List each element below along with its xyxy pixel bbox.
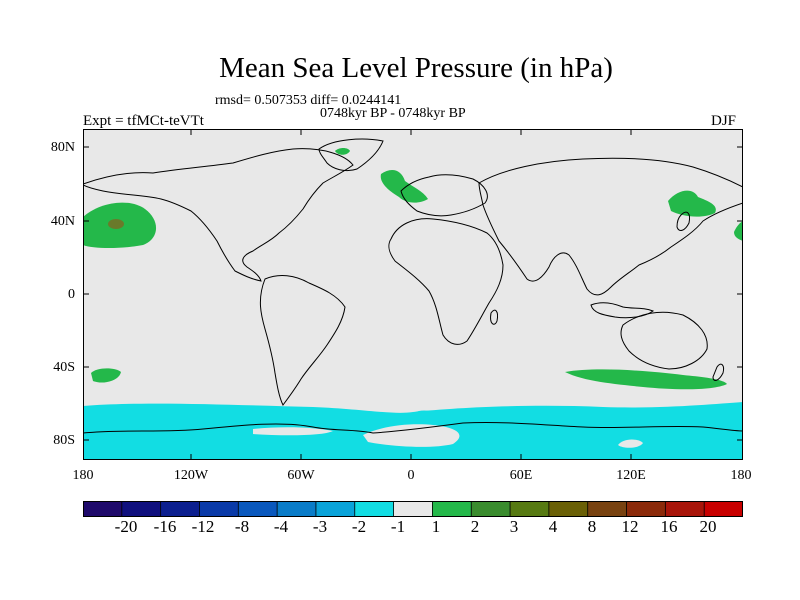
period-text: 0748kyr BP - 0748kyr BP [320,106,466,121]
colorbar-cell [626,501,667,517]
positive-anomaly-south-pacific [91,368,121,383]
colorbar-cell [509,501,550,517]
colorbar-label: 4 [548,517,558,536]
colorbar-cell [664,501,705,517]
greenland-outline [318,138,384,172]
neutral-patch-antarctic [618,439,643,448]
chart-title: Mean Sea Level Pressure (in hPa) [219,52,613,84]
lon-label-120e: 120E [616,468,646,483]
north-america-outline [83,148,354,282]
colorbar-label: -20 [114,517,138,536]
lat-label-40n: 40N [50,214,75,229]
colorbar-label: 2 [470,517,480,536]
lon-label-180e: 180 [730,468,752,483]
lon-label-180w: 180 [72,468,94,483]
colorbar-label: 20 [699,517,717,536]
world-map [83,129,743,460]
colorbar-cell [432,501,472,517]
colorbar-cell [276,501,317,517]
new-zealand-outline [712,363,724,381]
europe-outline [400,174,488,217]
colorbar-cell [160,501,201,517]
colorbar-label: -8 [234,517,250,536]
lon-label-0: 0 [407,468,415,483]
axis-ticks [83,129,743,460]
lon-label-120w: 120W [173,468,209,483]
colorbar-label: -12 [191,517,215,536]
colorbar-cell [121,501,162,517]
colorbar-cell [199,501,239,517]
colorbar-label: 12 [621,517,639,536]
stats-text: rmsd= 0.507353 diff= 0.0244141 [215,93,402,108]
coastlines [83,138,743,434]
season-label: DJF [711,113,737,129]
japan-outline [676,211,690,231]
south-america-outline [259,275,346,406]
asia-outline [478,157,743,296]
colorbar-cell [703,501,743,517]
positive-anomaly-arctic [335,148,350,155]
lat-label-0: 0 [68,287,75,302]
positive-anomaly-east-edge [734,221,743,241]
colorbar-cell [354,501,395,517]
lat-label-40s: 40S [53,360,75,375]
indonesia-outline [590,302,655,319]
colorbar-label: -2 [351,517,367,536]
colorbar-label: -3 [312,517,328,536]
neutral-patch-antarctic [253,427,333,436]
colorbar-cell [470,501,511,517]
colorbar-label: 8 [587,517,597,536]
antarctica-outline [83,421,743,434]
colorbar-label: 1 [431,517,441,536]
colorbar-label: -4 [273,517,289,536]
lon-label-60w: 60W [287,468,315,483]
colorbar-cell [587,501,628,517]
colorbar-label: 16 [660,517,678,536]
lat-label-80s: 80S [53,433,75,448]
colorbar-cell [548,501,589,517]
positive-anomaly-southern-ocean [565,369,727,390]
neutral-patch-antarctic [363,424,460,447]
africa-outline [388,218,504,345]
lat-label-80n: 80N [50,140,75,155]
australia-outline [620,311,708,370]
colorbar-label: -16 [153,517,177,536]
colorbar-cell [237,501,278,517]
colorbar-cell [393,501,434,517]
positive-anomaly-north-atlantic [380,169,428,203]
colorbar-label: -1 [390,517,406,536]
negative-anomaly-patch [413,410,435,418]
colorbar-cell [83,501,123,517]
anomaly-core-north-pacific [108,219,124,229]
lon-label-60e: 60E [509,468,533,483]
colorbar-label: 3 [509,517,519,536]
positive-anomaly-northwest-pacific [668,190,716,217]
colorbar [83,501,743,517]
experiment-label: Expt = tfMCt-teVTt [83,113,204,129]
colorbar-cell [315,501,356,517]
madagascar-outline [490,309,498,325]
